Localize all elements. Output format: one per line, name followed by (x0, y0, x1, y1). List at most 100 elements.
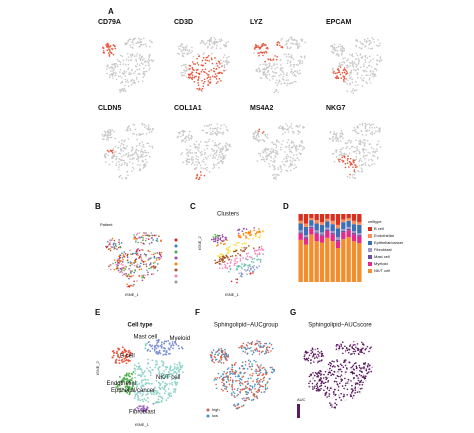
cell-point (253, 229, 255, 232)
cell-point (116, 58, 119, 61)
cell-point (268, 62, 271, 65)
cell-point (210, 58, 213, 61)
cell-point (250, 368, 253, 371)
cell-point (158, 382, 161, 385)
cell-point (153, 266, 156, 269)
cell-point (334, 76, 337, 79)
cell-point (214, 157, 216, 159)
bar-segment (309, 214, 314, 219)
cell-point (261, 374, 264, 376)
cell-point (235, 379, 238, 382)
cell-point (254, 131, 256, 134)
cell-point (371, 133, 374, 136)
cell-point (261, 151, 264, 153)
cell-point (201, 87, 204, 90)
cell-point (118, 362, 121, 365)
cell-point (192, 158, 195, 161)
cell-point (291, 130, 294, 133)
cell-point (295, 149, 297, 152)
cell-point (115, 267, 118, 270)
legend-swatch (368, 269, 372, 273)
cell-point (365, 70, 368, 73)
cell-point (350, 388, 353, 390)
cell-point (353, 362, 356, 365)
cell-point (168, 375, 171, 378)
cell-point (287, 38, 290, 41)
cell-point (141, 153, 144, 156)
cell-point (281, 160, 284, 163)
cell-label: B cell (120, 353, 135, 359)
cell-point (141, 239, 144, 242)
cell-point (317, 350, 319, 353)
cell-point (129, 158, 131, 160)
cell-point (177, 344, 180, 347)
cell-point (144, 158, 147, 161)
cell-point (369, 70, 372, 73)
cell-point (213, 149, 216, 152)
cell-point (379, 42, 381, 45)
cell-point (271, 366, 273, 369)
cell-point (210, 57, 213, 59)
legend-label: B cell (374, 226, 384, 231)
cell-point (364, 362, 367, 364)
cell-point (341, 379, 344, 381)
cell-point (315, 387, 318, 390)
cell-point (316, 385, 319, 387)
cell-point (362, 65, 365, 68)
cell-point (181, 152, 184, 154)
cell-point (147, 127, 150, 129)
cell-point (198, 176, 201, 179)
cell-point (125, 80, 127, 83)
cell-point (136, 232, 139, 235)
cell-point (369, 347, 371, 350)
cell-point (220, 124, 222, 127)
cell-point (245, 237, 247, 239)
cell-point (295, 80, 297, 83)
cell-point (245, 232, 247, 234)
cell-point (352, 350, 355, 353)
cell-point (173, 367, 176, 370)
cell-point (311, 347, 314, 350)
cell-point (369, 165, 371, 167)
cell-point (125, 63, 127, 66)
cell-point (149, 374, 152, 377)
cell-point (299, 124, 301, 127)
cell-point (117, 269, 120, 272)
cell-point (207, 125, 209, 127)
cell-point (343, 399, 346, 402)
cell-point (164, 365, 167, 368)
cell-point (258, 228, 260, 230)
cell-point (353, 177, 356, 179)
cell-point (175, 384, 177, 387)
cell-point (364, 157, 366, 160)
panel-title: Sphingolipid−AUCgroup (214, 323, 279, 329)
cell-point (365, 81, 368, 83)
cell-point (289, 65, 291, 68)
cell-point (353, 376, 355, 379)
cell-point (142, 167, 145, 169)
cell-point (287, 128, 289, 131)
cell-point (185, 76, 188, 78)
cell-point (241, 365, 244, 367)
cell-point (218, 72, 221, 74)
legend-dot (174, 268, 178, 272)
cell-point (263, 160, 266, 163)
cell-point (112, 44, 115, 46)
cell-point (192, 156, 194, 159)
cell-point (341, 72, 344, 74)
cell-point (217, 143, 220, 146)
cell-point (241, 397, 244, 400)
cell-point (272, 77, 274, 80)
cell-point (114, 243, 117, 245)
cell-point (357, 83, 359, 86)
cell-point (277, 91, 280, 94)
bar-segment (309, 220, 314, 226)
cell-point (270, 152, 272, 155)
cell-point (359, 40, 362, 43)
cell-point (300, 153, 302, 155)
cell-point (139, 59, 142, 62)
bar-segment (346, 220, 351, 227)
cell-point (373, 126, 376, 129)
cell-point (206, 56, 209, 58)
cell-point (264, 147, 267, 149)
